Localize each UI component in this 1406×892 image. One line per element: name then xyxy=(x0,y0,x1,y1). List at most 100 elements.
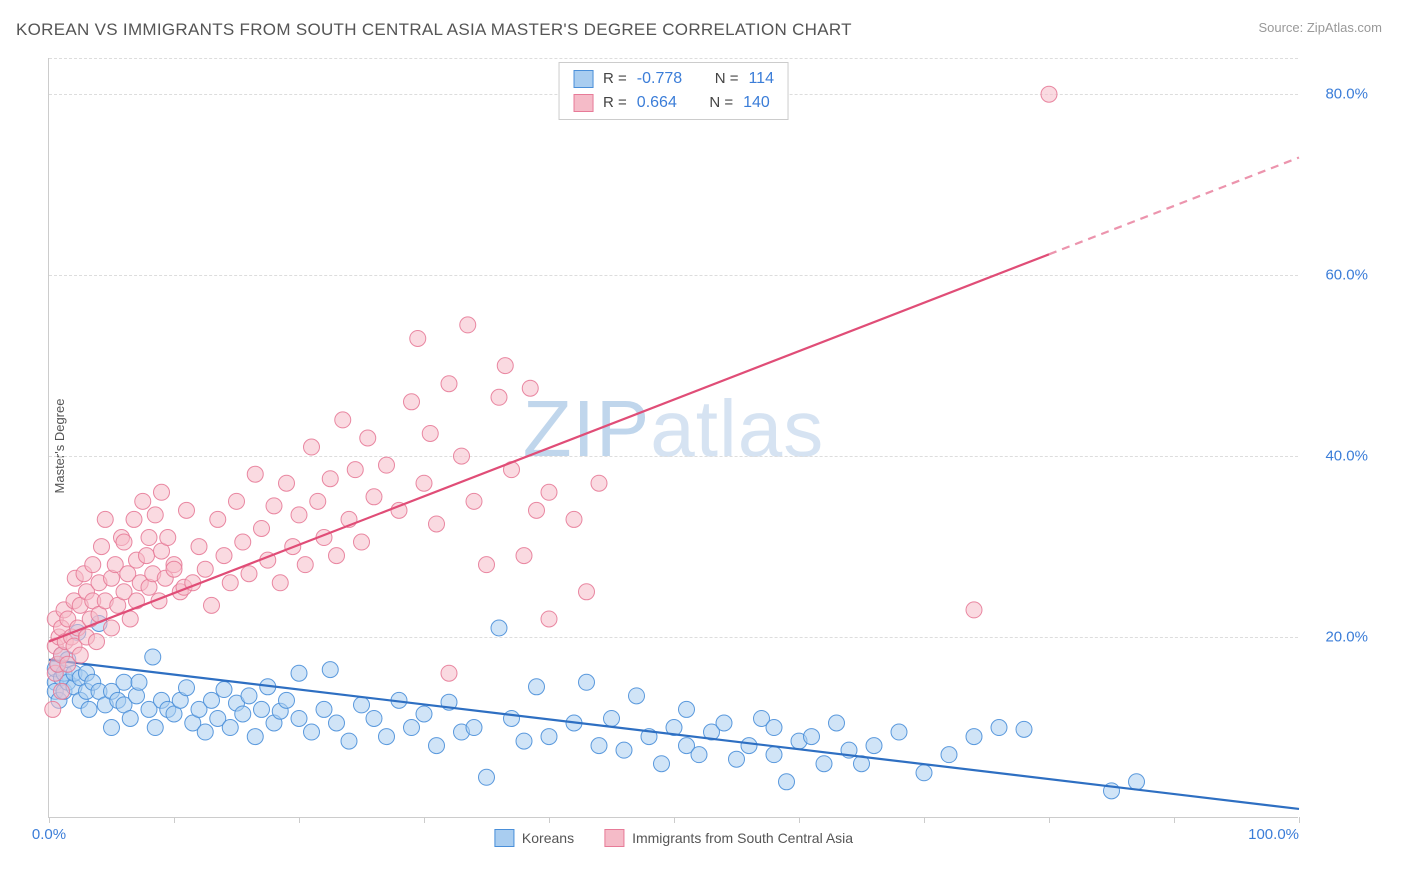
data-point xyxy=(422,425,438,441)
data-point xyxy=(291,710,307,726)
data-point xyxy=(579,674,595,690)
data-point xyxy=(54,683,70,699)
x-tick xyxy=(49,817,50,823)
data-point xyxy=(329,548,345,564)
data-point xyxy=(329,715,345,731)
source-site: ZipAtlas.com xyxy=(1307,20,1382,35)
data-point xyxy=(766,747,782,763)
x-tick xyxy=(174,817,175,823)
data-point xyxy=(241,566,257,582)
data-point xyxy=(216,682,232,698)
x-tick xyxy=(549,817,550,823)
data-point xyxy=(310,493,326,509)
data-point xyxy=(779,774,795,790)
legend-label: Immigrants from South Central Asia xyxy=(632,830,853,846)
data-point xyxy=(304,439,320,455)
x-tick xyxy=(1049,817,1050,823)
data-point xyxy=(629,688,645,704)
data-point xyxy=(291,665,307,681)
data-point xyxy=(366,710,382,726)
legend-label: Koreans xyxy=(522,830,574,846)
data-point xyxy=(322,471,338,487)
data-point xyxy=(729,751,745,767)
data-point xyxy=(222,720,238,736)
data-point xyxy=(566,511,582,527)
x-tick xyxy=(1174,817,1175,823)
legend-swatch xyxy=(604,829,624,847)
data-point xyxy=(516,548,532,564)
data-point xyxy=(941,747,957,763)
data-point xyxy=(104,720,120,736)
data-point xyxy=(379,729,395,745)
y-tick-label: 80.0% xyxy=(1308,86,1368,103)
data-point xyxy=(179,680,195,696)
data-point xyxy=(866,738,882,754)
data-point xyxy=(591,738,607,754)
data-point xyxy=(235,534,251,550)
data-point xyxy=(222,575,238,591)
data-point xyxy=(279,692,295,708)
data-point xyxy=(429,738,445,754)
data-point xyxy=(354,697,370,713)
data-point xyxy=(122,710,138,726)
data-point xyxy=(97,511,113,527)
data-point xyxy=(491,389,507,405)
data-point xyxy=(966,729,982,745)
data-point xyxy=(416,706,432,722)
data-point xyxy=(89,634,105,650)
data-point xyxy=(85,557,101,573)
data-point xyxy=(541,729,557,745)
data-point xyxy=(154,484,170,500)
data-point xyxy=(229,493,245,509)
data-point xyxy=(516,733,532,749)
data-point xyxy=(216,548,232,564)
bottom-legend-item: Koreans xyxy=(494,829,574,847)
legend-r-label: R = xyxy=(603,68,627,91)
data-point xyxy=(616,742,632,758)
data-point xyxy=(131,674,147,690)
legend-box: R = -0.778 N = 114R = 0.664 N = 140 xyxy=(558,62,789,120)
trend-line-dashed xyxy=(1049,158,1299,255)
y-tick-label: 20.0% xyxy=(1308,629,1368,646)
data-point xyxy=(829,715,845,731)
data-point xyxy=(1129,774,1145,790)
trend-line xyxy=(49,254,1049,641)
data-point xyxy=(991,720,1007,736)
data-point xyxy=(466,493,482,509)
data-point xyxy=(247,729,263,745)
data-point xyxy=(741,738,757,754)
data-point xyxy=(247,466,263,482)
x-tick xyxy=(674,817,675,823)
data-point xyxy=(441,665,457,681)
data-point xyxy=(135,493,151,509)
legend-n-value: 140 xyxy=(743,91,770,115)
legend-r-value: -0.778 xyxy=(637,67,682,91)
data-point xyxy=(341,733,357,749)
data-point xyxy=(139,548,155,564)
data-point xyxy=(335,412,351,428)
data-point xyxy=(591,475,607,491)
data-point xyxy=(404,394,420,410)
data-point xyxy=(441,376,457,392)
data-point xyxy=(816,756,832,772)
data-point xyxy=(297,557,313,573)
bottom-legend-item: Immigrants from South Central Asia xyxy=(604,829,853,847)
data-point xyxy=(479,557,495,573)
data-point xyxy=(279,475,295,491)
data-point xyxy=(460,317,476,333)
data-point xyxy=(304,724,320,740)
data-point xyxy=(766,720,782,736)
legend-swatch xyxy=(573,70,593,88)
data-point xyxy=(145,649,161,665)
data-point xyxy=(691,747,707,763)
data-point xyxy=(654,756,670,772)
x-tick xyxy=(299,817,300,823)
data-point xyxy=(541,611,557,627)
data-point xyxy=(266,498,282,514)
chart-title: KOREAN VS IMMIGRANTS FROM SOUTH CENTRAL … xyxy=(16,20,852,40)
data-point xyxy=(579,584,595,600)
x-tick-label: 100.0% xyxy=(1248,826,1299,843)
legend-n-label: N = xyxy=(709,92,733,115)
plot-area: ZIPatlas 20.0%40.0%60.0%80.0% R = -0.778… xyxy=(48,58,1298,818)
data-point xyxy=(254,701,270,717)
